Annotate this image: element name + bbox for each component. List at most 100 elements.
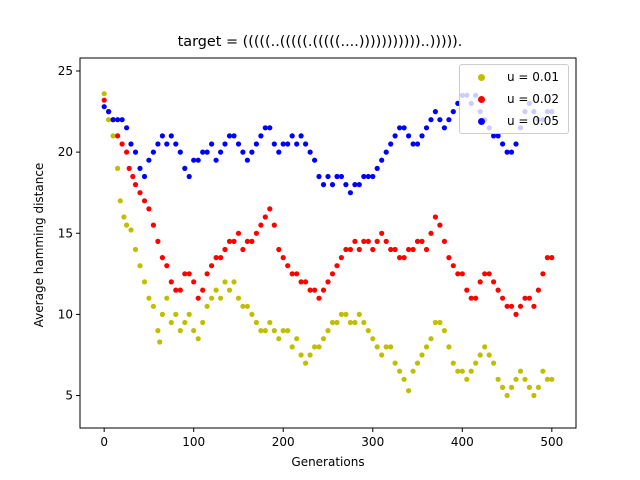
- data-point: [258, 133, 264, 139]
- data-point: [213, 255, 219, 261]
- data-point: [101, 104, 107, 110]
- data-point: [410, 141, 416, 147]
- data-point: [441, 238, 447, 244]
- data-point: [240, 246, 246, 253]
- data-point: [307, 149, 313, 155]
- data-point: [312, 157, 318, 163]
- data-point: [414, 238, 421, 244]
- data-point: [500, 384, 506, 390]
- data-point: [186, 173, 192, 180]
- data-point: [280, 328, 286, 334]
- data-point: [280, 141, 286, 147]
- data-point: [477, 279, 483, 285]
- data-point: [401, 376, 407, 382]
- data-point: [235, 230, 242, 236]
- data-point: [106, 109, 112, 115]
- data-point: [204, 303, 210, 309]
- data-point: [312, 344, 318, 350]
- plot-frame: [79, 57, 577, 429]
- data-point: [132, 246, 139, 253]
- data-point: [280, 255, 286, 261]
- data-point: [517, 368, 524, 374]
- data-point: [285, 141, 291, 147]
- data-point: [294, 336, 300, 342]
- data-point: [159, 311, 165, 317]
- data-point: [294, 141, 300, 147]
- data-point: [262, 125, 268, 131]
- data-point: [155, 328, 161, 334]
- data-point: [513, 311, 519, 317]
- data-point: [450, 360, 456, 366]
- data-point: [191, 157, 197, 163]
- data-point: [271, 141, 277, 147]
- data-point: [414, 141, 421, 147]
- x-tick-label: 400: [451, 435, 474, 449]
- data-point: [347, 190, 353, 196]
- data-point: [132, 182, 139, 188]
- y-tick-label: 25: [58, 64, 73, 78]
- data-point: [365, 328, 371, 334]
- data-point: [159, 133, 165, 139]
- data-point: [222, 246, 228, 253]
- data-point: [428, 336, 434, 342]
- data-point: [397, 125, 403, 131]
- data-point: [482, 344, 488, 350]
- data-point: [486, 271, 492, 277]
- legend-item-1: u = 0.02: [468, 89, 559, 109]
- data-point: [132, 149, 139, 155]
- data-point: [249, 238, 255, 244]
- data-point: [222, 141, 228, 147]
- data-point: [137, 165, 143, 171]
- data-point: [361, 238, 367, 244]
- data-point: [128, 227, 134, 233]
- data-point: [289, 133, 295, 139]
- data-point: [298, 352, 304, 358]
- data-point: [164, 263, 170, 269]
- x-tick-label: 300: [361, 435, 384, 449]
- data-point: [128, 141, 134, 147]
- data-point: [343, 311, 349, 317]
- data-point: [388, 344, 394, 350]
- data-point: [155, 141, 161, 147]
- data-point: [258, 328, 264, 334]
- data-point: [544, 376, 551, 382]
- data-point: [106, 117, 112, 123]
- data-point: [334, 319, 340, 326]
- data-point: [549, 255, 555, 261]
- data-point: [374, 238, 380, 244]
- data-point: [276, 149, 282, 155]
- data-point: [401, 255, 407, 261]
- data-point: [383, 344, 389, 350]
- data-point: [356, 311, 362, 317]
- data-point: [491, 133, 497, 139]
- data-point: [126, 165, 132, 171]
- data-point: [370, 173, 376, 180]
- data-point: [110, 133, 116, 139]
- data-point: [249, 149, 255, 155]
- data-point: [423, 246, 430, 253]
- legend-label-2: u = 0.05: [507, 114, 560, 128]
- data-point: [141, 198, 148, 204]
- data-point: [513, 376, 519, 382]
- data-point: [226, 133, 233, 139]
- data-point: [526, 384, 533, 390]
- data-point: [383, 149, 389, 155]
- data-point: [168, 319, 174, 326]
- data-point: [334, 263, 340, 269]
- data-point: [285, 328, 291, 334]
- data-point: [285, 263, 291, 269]
- data-point: [325, 328, 331, 334]
- data-point: [441, 328, 447, 334]
- data-point: [267, 206, 273, 212]
- data-point: [419, 352, 425, 358]
- data-point: [531, 303, 537, 309]
- data-point: [204, 149, 210, 155]
- data-point: [491, 279, 497, 285]
- y-tick-label: 10: [58, 307, 73, 321]
- data-point: [432, 319, 438, 326]
- data-point: [240, 303, 246, 309]
- data-point: [428, 230, 434, 236]
- y-axis-label: Average hamming distance: [32, 162, 46, 328]
- data-point: [303, 360, 309, 366]
